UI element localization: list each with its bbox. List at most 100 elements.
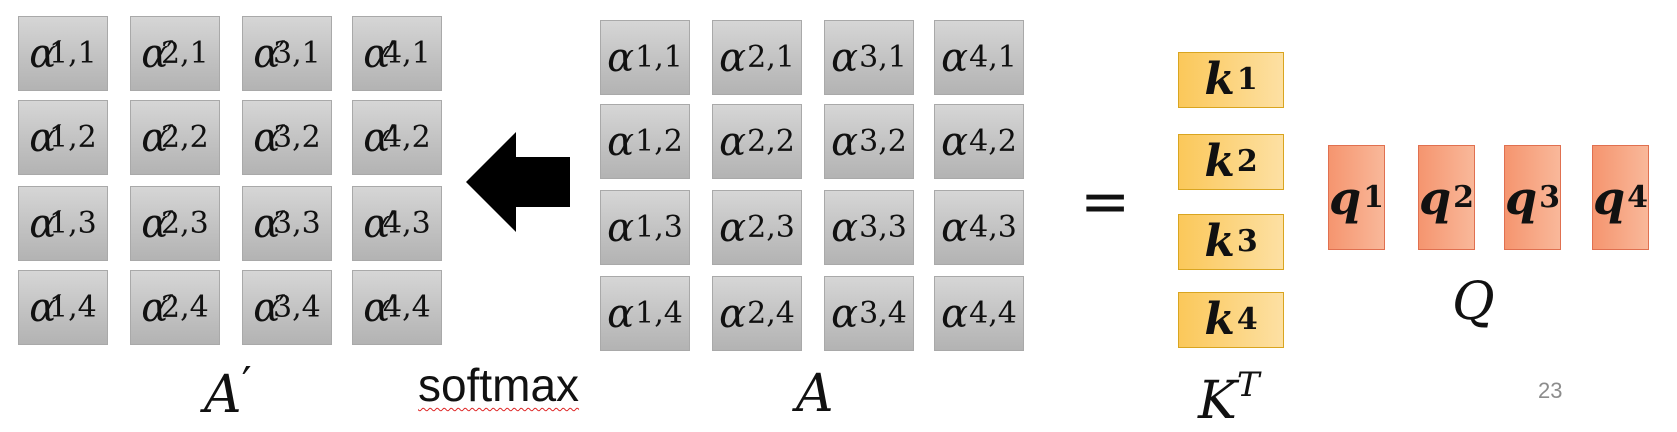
a-cell: α 1,2 [600, 104, 690, 179]
cell-subscript: 3,1 [859, 39, 907, 75]
cell-subscript: 2,2 [161, 119, 209, 155]
left-arrow-icon [466, 132, 570, 232]
alpha-symbol: α [363, 200, 391, 247]
cell-subscript: 2,3 [161, 205, 209, 241]
a-prime-cell: α ′ 1,3 [18, 186, 108, 261]
a-prime-cell: α ′ 2,3 [130, 186, 220, 261]
a-prime-cell: α ′ 2,1 [130, 16, 220, 91]
alpha-symbol: α [831, 290, 859, 337]
cell-subscript: 2,3 [747, 209, 795, 245]
prime-mark: ′ [54, 117, 63, 158]
alpha-symbol: α [719, 118, 747, 165]
k-transpose-label: KT [1198, 365, 1260, 431]
cell-subscript: 1,1 [49, 35, 97, 71]
cell-subscript: 3,1 [273, 35, 321, 71]
query-index: 2 [1453, 179, 1475, 215]
cell-subscript: 4,4 [969, 295, 1017, 331]
key-index: 1 [1236, 62, 1258, 97]
alpha-symbol: α [363, 284, 391, 331]
cell-subscript: 2,1 [161, 35, 209, 71]
query-symbol: q [1418, 170, 1452, 225]
prime-mark: ′ [54, 287, 63, 328]
alpha-symbol: α [941, 204, 969, 251]
cell-subscript: 3,2 [273, 119, 321, 155]
cell-subscript: 1,3 [635, 209, 683, 245]
cell-subscript: 4,3 [969, 209, 1017, 245]
prime-mark: ′ [388, 33, 397, 74]
alpha-symbol: α [141, 284, 169, 331]
alpha-symbol: α [607, 204, 635, 251]
prime-mark: ′ [278, 117, 287, 158]
prime-mark: ′ [278, 203, 287, 244]
cell-subscript: 4,4 [383, 289, 431, 325]
a-prime-cell: α ′ 4,1 [352, 16, 442, 91]
key-symbol: k [1204, 54, 1235, 105]
alpha-symbol: α [141, 200, 169, 247]
cell-subscript: 3,3 [859, 209, 907, 245]
cell-subscript: 1,2 [635, 123, 683, 159]
key-index: 3 [1236, 224, 1258, 259]
key-index: 4 [1236, 302, 1258, 337]
page-number: 23 [1538, 378, 1563, 403]
cell-subscript: 2,1 [747, 39, 795, 75]
alpha-symbol: α [363, 30, 391, 77]
a-cell: α 3,2 [824, 104, 914, 179]
cell-subscript: 2,2 [747, 123, 795, 159]
alpha-symbol: α [141, 114, 169, 161]
prime-mark: ′ [388, 287, 397, 328]
prime-mark: ′ [388, 117, 397, 158]
prime-mark: ′ [388, 203, 397, 244]
alpha-symbol: α [719, 290, 747, 337]
cell-subscript: 4,2 [383, 119, 431, 155]
a-prime-label: A′ [204, 358, 252, 425]
a-prime-cell: α ′ 4,2 [352, 100, 442, 175]
alpha-symbol: α [719, 204, 747, 251]
a-cell: α 1,4 [600, 276, 690, 351]
alpha-symbol: α [141, 30, 169, 77]
q-label: Q [1452, 272, 1495, 332]
softmax-label: softmax [418, 359, 580, 411]
prime-mark: ′ [278, 33, 287, 74]
query-index: 4 [1627, 179, 1649, 215]
cell-subscript: 3,3 [273, 205, 321, 241]
a-cell: α 3,4 [824, 276, 914, 351]
alpha-symbol: α [607, 290, 635, 337]
alpha-symbol: α [363, 114, 391, 161]
cell-subscript: 1,4 [49, 289, 97, 325]
alpha-symbol: α [941, 34, 969, 81]
cell-subscript: 4,3 [383, 205, 431, 241]
a-cell: α 2,3 [712, 190, 802, 265]
a-prime-cell: α ′ 1,1 [18, 16, 108, 91]
cell-subscript: 2,4 [747, 295, 795, 331]
alpha-symbol: α [831, 118, 859, 165]
a-prime-cell: α ′ 1,4 [18, 270, 108, 345]
query-symbol: q [1504, 170, 1538, 225]
a-label: A [796, 364, 834, 424]
cell-subscript: 1,1 [635, 39, 683, 75]
cell-subscript: 3,4 [273, 289, 321, 325]
prime-mark: ′ [166, 33, 175, 74]
a-cell: α 1,1 [600, 20, 690, 95]
alpha-symbol: α [831, 204, 859, 251]
a-prime-cell: α ′ 3,1 [242, 16, 332, 91]
query-symbol: q [1592, 170, 1626, 225]
alpha-symbol: α [719, 34, 747, 81]
a-cell: α 3,1 [824, 20, 914, 95]
cell-subscript: 4,2 [969, 123, 1017, 159]
key-symbol: k [1204, 216, 1235, 267]
alpha-symbol: α [29, 284, 57, 331]
query-index: 3 [1539, 179, 1561, 215]
key-symbol: k [1204, 136, 1235, 187]
a-prime-cell: α ′ 4,3 [352, 186, 442, 261]
alpha-symbol: α [831, 34, 859, 81]
query-symbol: q [1328, 170, 1362, 225]
cell-subscript: 4,1 [969, 39, 1017, 75]
alpha-symbol: α [253, 200, 281, 247]
alpha-symbol: α [253, 30, 281, 77]
a-cell: α 1,3 [600, 190, 690, 265]
a-prime-cell: α ′ 3,3 [242, 186, 332, 261]
